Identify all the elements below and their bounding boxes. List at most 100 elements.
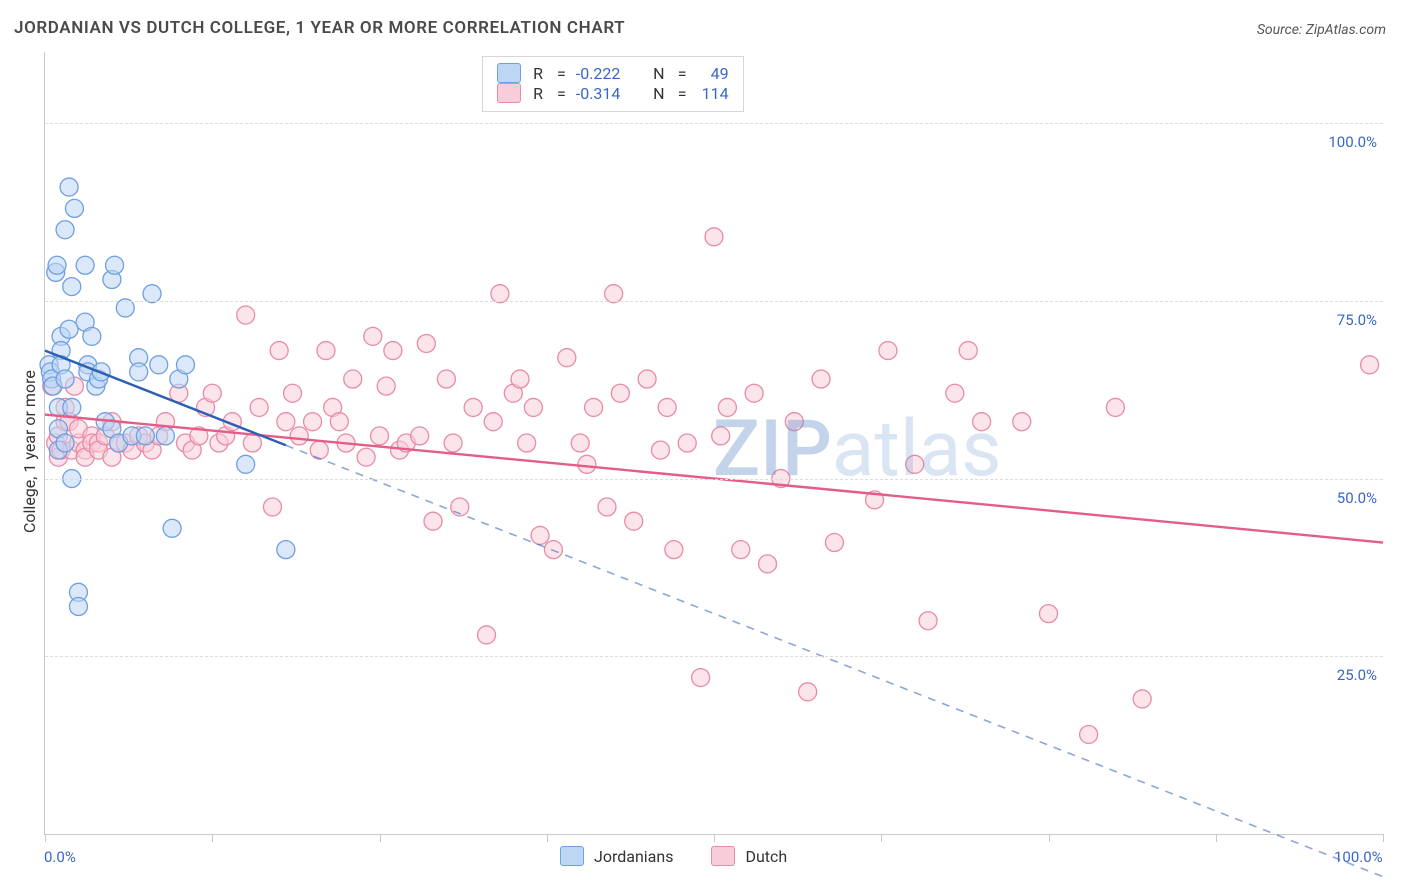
data-point bbox=[705, 228, 723, 246]
data-point bbox=[665, 541, 683, 559]
data-point bbox=[60, 178, 78, 196]
plot-svg bbox=[45, 52, 1383, 834]
data-point bbox=[176, 356, 194, 374]
data-point bbox=[284, 384, 302, 402]
data-point bbox=[745, 384, 763, 402]
data-point bbox=[825, 534, 843, 552]
data-point bbox=[163, 519, 181, 537]
data-point bbox=[437, 370, 455, 388]
data-point bbox=[317, 342, 335, 360]
series-legend: Jordanians Dutch bbox=[560, 846, 787, 866]
data-point bbox=[237, 306, 255, 324]
data-point bbox=[524, 398, 542, 416]
equals-sign: = bbox=[557, 84, 566, 103]
gridline bbox=[45, 479, 1383, 480]
data-point bbox=[598, 498, 616, 516]
data-point bbox=[1133, 690, 1151, 708]
legend-item-jordanians: Jordanians bbox=[560, 846, 673, 866]
data-point bbox=[578, 455, 596, 473]
data-point bbox=[1106, 398, 1124, 416]
swatch-jordanians bbox=[497, 63, 521, 83]
x-tick bbox=[714, 834, 715, 842]
r-value-dutch: -0.314 bbox=[576, 84, 634, 103]
data-point bbox=[377, 377, 395, 395]
data-point bbox=[478, 626, 496, 644]
data-point bbox=[270, 342, 288, 360]
r-label: R bbox=[529, 84, 547, 103]
data-point bbox=[60, 320, 78, 338]
data-point bbox=[638, 370, 656, 388]
y-tick-label: 50.0% bbox=[1337, 489, 1377, 507]
data-point bbox=[417, 334, 435, 352]
data-point bbox=[263, 498, 281, 516]
legend-label-jordanians: Jordanians bbox=[594, 847, 673, 866]
data-point bbox=[277, 541, 295, 559]
chart-title: JORDANIAN VS DUTCH COLLEGE, 1 YEAR OR MO… bbox=[14, 18, 625, 38]
data-point bbox=[812, 370, 830, 388]
data-point bbox=[611, 384, 629, 402]
x-tick bbox=[45, 834, 46, 842]
x-tick bbox=[1216, 834, 1217, 842]
data-point bbox=[69, 598, 87, 616]
equals-sign: = bbox=[557, 64, 566, 83]
data-point bbox=[759, 555, 777, 573]
data-point bbox=[237, 455, 255, 473]
legend-row-jordanians: R = -0.222 N = 49 bbox=[497, 63, 729, 83]
trendline-jordanians-dashed bbox=[286, 445, 1383, 876]
x-tick-label: 100.0% bbox=[1334, 848, 1383, 866]
x-tick bbox=[1049, 834, 1050, 842]
equals-sign: = bbox=[678, 84, 687, 103]
data-point bbox=[1013, 413, 1031, 431]
data-point bbox=[531, 526, 549, 544]
legend-row-dutch: R = -0.314 N = 114 bbox=[497, 83, 729, 103]
data-point bbox=[344, 370, 362, 388]
y-tick-label: 100.0% bbox=[1328, 133, 1377, 151]
data-point bbox=[879, 342, 897, 360]
data-point bbox=[357, 448, 375, 466]
x-tick bbox=[212, 834, 213, 842]
data-point bbox=[130, 363, 148, 381]
data-point bbox=[364, 327, 382, 345]
swatch-dutch bbox=[497, 83, 521, 103]
data-point bbox=[919, 612, 937, 630]
data-point bbox=[712, 427, 730, 445]
data-point bbox=[1080, 725, 1098, 743]
r-label: R bbox=[529, 64, 547, 83]
data-point bbox=[243, 434, 261, 452]
data-point bbox=[136, 427, 154, 445]
n-value-jordanians: 49 bbox=[697, 64, 729, 83]
data-point bbox=[484, 413, 502, 431]
data-point bbox=[150, 356, 168, 374]
data-point bbox=[1040, 605, 1058, 623]
data-point bbox=[444, 434, 462, 452]
x-tick bbox=[547, 834, 548, 842]
data-point bbox=[906, 455, 924, 473]
data-point bbox=[946, 384, 964, 402]
data-point bbox=[76, 256, 94, 274]
source-credit: Source: ZipAtlas.com bbox=[1257, 22, 1386, 38]
gridline bbox=[45, 123, 1383, 124]
data-point bbox=[411, 427, 429, 445]
data-point bbox=[959, 342, 977, 360]
gridline bbox=[45, 656, 1383, 657]
x-tick bbox=[380, 834, 381, 842]
y-tick-label: 75.0% bbox=[1337, 311, 1377, 329]
data-point bbox=[65, 199, 83, 217]
scatter-plot: 25.0%50.0%75.0%100.0% bbox=[44, 52, 1383, 835]
r-value-jordanians: -0.222 bbox=[576, 64, 634, 83]
data-point bbox=[63, 398, 81, 416]
data-point bbox=[48, 256, 66, 274]
n-label: N bbox=[650, 84, 668, 103]
data-point bbox=[310, 441, 328, 459]
swatch-jordanians bbox=[560, 846, 584, 866]
data-point bbox=[678, 434, 696, 452]
legend-item-dutch: Dutch bbox=[711, 846, 787, 866]
data-point bbox=[692, 669, 710, 687]
data-point bbox=[1361, 356, 1379, 374]
data-point bbox=[973, 413, 991, 431]
n-value-dutch: 114 bbox=[697, 84, 729, 103]
correlation-legend: R = -0.222 N = 49 R = -0.314 N = 114 bbox=[482, 56, 744, 112]
data-point bbox=[290, 427, 308, 445]
data-point bbox=[585, 398, 603, 416]
data-point bbox=[651, 441, 669, 459]
